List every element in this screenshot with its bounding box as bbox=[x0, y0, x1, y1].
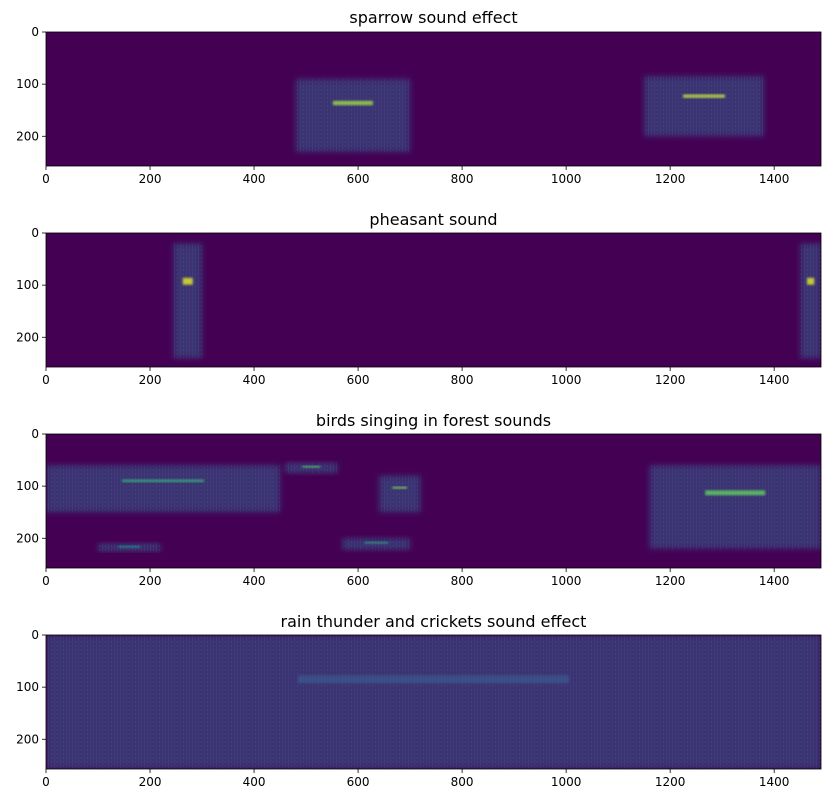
x-tick-label: 200 bbox=[139, 574, 162, 588]
energy-texture bbox=[800, 243, 821, 359]
panel-title: birds singing in forest sounds bbox=[316, 411, 551, 430]
x-tick-label: 800 bbox=[451, 172, 474, 186]
energy-texture bbox=[285, 462, 338, 474]
x-tick-label: 1400 bbox=[759, 373, 790, 387]
panel-3: birds singing in forest sounds 0 200 400 60… bbox=[16, 411, 822, 588]
x-axis: 0 200 400 600 800 1000 1200 1400 bbox=[42, 166, 789, 186]
x-tick-label: 600 bbox=[347, 775, 370, 789]
x-tick-label: 800 bbox=[451, 373, 474, 387]
spectrogram-energy bbox=[173, 243, 821, 359]
x-axis: 0 200 400 600 800 1000 1200 1400 bbox=[42, 568, 789, 588]
x-tick-label: 1000 bbox=[551, 172, 582, 186]
y-tick-label: 100 bbox=[16, 278, 39, 292]
energy-texture bbox=[378, 475, 421, 513]
spectrogram-energy bbox=[295, 76, 764, 152]
x-axis: 0 200 400 600 800 1000 1200 1400 bbox=[42, 367, 789, 387]
x-tick-label: 600 bbox=[347, 172, 370, 186]
x-tick-label: 0 bbox=[42, 373, 50, 387]
panel-2: pheasant sound 0 200 400 600 800 1000 1200 1400… bbox=[16, 210, 822, 387]
energy-texture bbox=[649, 465, 821, 549]
y-tick-label: 200 bbox=[16, 330, 39, 344]
x-tick-label: 0 bbox=[42, 775, 50, 789]
y-axis: 0 100 200 bbox=[16, 628, 46, 746]
x-axis: 0 200 400 600 800 1000 1200 1400 bbox=[42, 769, 789, 789]
energy-peak bbox=[392, 486, 407, 489]
y-tick-label: 0 bbox=[31, 628, 39, 642]
y-tick-label: 0 bbox=[31, 427, 39, 441]
x-tick-label: 600 bbox=[347, 574, 370, 588]
energy-peak bbox=[302, 465, 321, 468]
y-tick-label: 0 bbox=[31, 226, 39, 240]
x-tick-label: 1200 bbox=[655, 373, 686, 387]
x-tick-label: 1000 bbox=[551, 373, 582, 387]
x-tick-label: 800 bbox=[451, 775, 474, 789]
x-tick-label: 1200 bbox=[655, 574, 686, 588]
spectrogram-energy bbox=[46, 635, 821, 769]
energy-texture bbox=[342, 538, 411, 550]
energy-texture bbox=[644, 76, 764, 137]
x-tick-label: 400 bbox=[243, 172, 266, 186]
x-tick-label: 400 bbox=[243, 373, 266, 387]
energy-peak bbox=[297, 675, 570, 684]
y-tick-label: 100 bbox=[16, 77, 39, 91]
x-tick-label: 1000 bbox=[551, 775, 582, 789]
y-tick-label: 200 bbox=[16, 531, 39, 545]
x-tick-label: 400 bbox=[243, 775, 266, 789]
energy-texture bbox=[46, 635, 821, 769]
axes-frame bbox=[45, 232, 822, 368]
y-tick-label: 200 bbox=[16, 732, 39, 746]
energy-texture bbox=[173, 243, 203, 359]
energy-texture bbox=[46, 465, 281, 513]
y-tick-label: 100 bbox=[16, 680, 39, 694]
x-tick-label: 1200 bbox=[655, 775, 686, 789]
panel-title: rain thunder and crickets sound effect bbox=[281, 612, 587, 631]
energy-peak bbox=[332, 100, 373, 106]
x-tick-label: 0 bbox=[42, 574, 50, 588]
y-axis: 0 100 200 bbox=[16, 25, 46, 143]
energy-peak bbox=[364, 541, 389, 544]
x-tick-label: 1400 bbox=[759, 574, 790, 588]
spectrogram-background bbox=[46, 233, 821, 367]
y-axis: 0 100 200 bbox=[16, 427, 46, 545]
energy-peak bbox=[118, 545, 141, 548]
x-tick-label: 200 bbox=[139, 172, 162, 186]
y-tick-label: 100 bbox=[16, 479, 39, 493]
x-tick-label: 400 bbox=[243, 574, 266, 588]
x-tick-label: 200 bbox=[139, 775, 162, 789]
energy-peak bbox=[806, 277, 815, 285]
energy-peak bbox=[683, 94, 725, 98]
axes-frame bbox=[45, 634, 822, 770]
energy-peak bbox=[705, 490, 766, 496]
x-tick-label: 1200 bbox=[655, 172, 686, 186]
energy-peak bbox=[182, 277, 193, 285]
energy-texture bbox=[295, 78, 411, 152]
axes-frame bbox=[45, 31, 822, 167]
y-axis: 0 100 200 bbox=[16, 226, 46, 344]
panel-4: rain thunder and crickets sound effect 0… bbox=[16, 612, 822, 789]
spectrogram-energy bbox=[46, 462, 821, 552]
axes-frame bbox=[45, 433, 822, 569]
panel-1: sparrow sound effect 0 200 400 600 800 1000 12… bbox=[16, 8, 822, 186]
y-tick-label: 200 bbox=[16, 129, 39, 143]
x-tick-label: 600 bbox=[347, 373, 370, 387]
y-tick-label: 0 bbox=[31, 25, 39, 39]
energy-peak bbox=[122, 479, 204, 483]
x-tick-label: 0 bbox=[42, 172, 50, 186]
panel-title: sparrow sound effect bbox=[349, 8, 517, 27]
x-tick-label: 1400 bbox=[759, 775, 790, 789]
x-tick-label: 1400 bbox=[759, 172, 790, 186]
x-tick-label: 800 bbox=[451, 574, 474, 588]
panel-title: pheasant sound bbox=[369, 210, 497, 229]
x-tick-label: 200 bbox=[139, 373, 162, 387]
x-tick-label: 1000 bbox=[551, 574, 582, 588]
